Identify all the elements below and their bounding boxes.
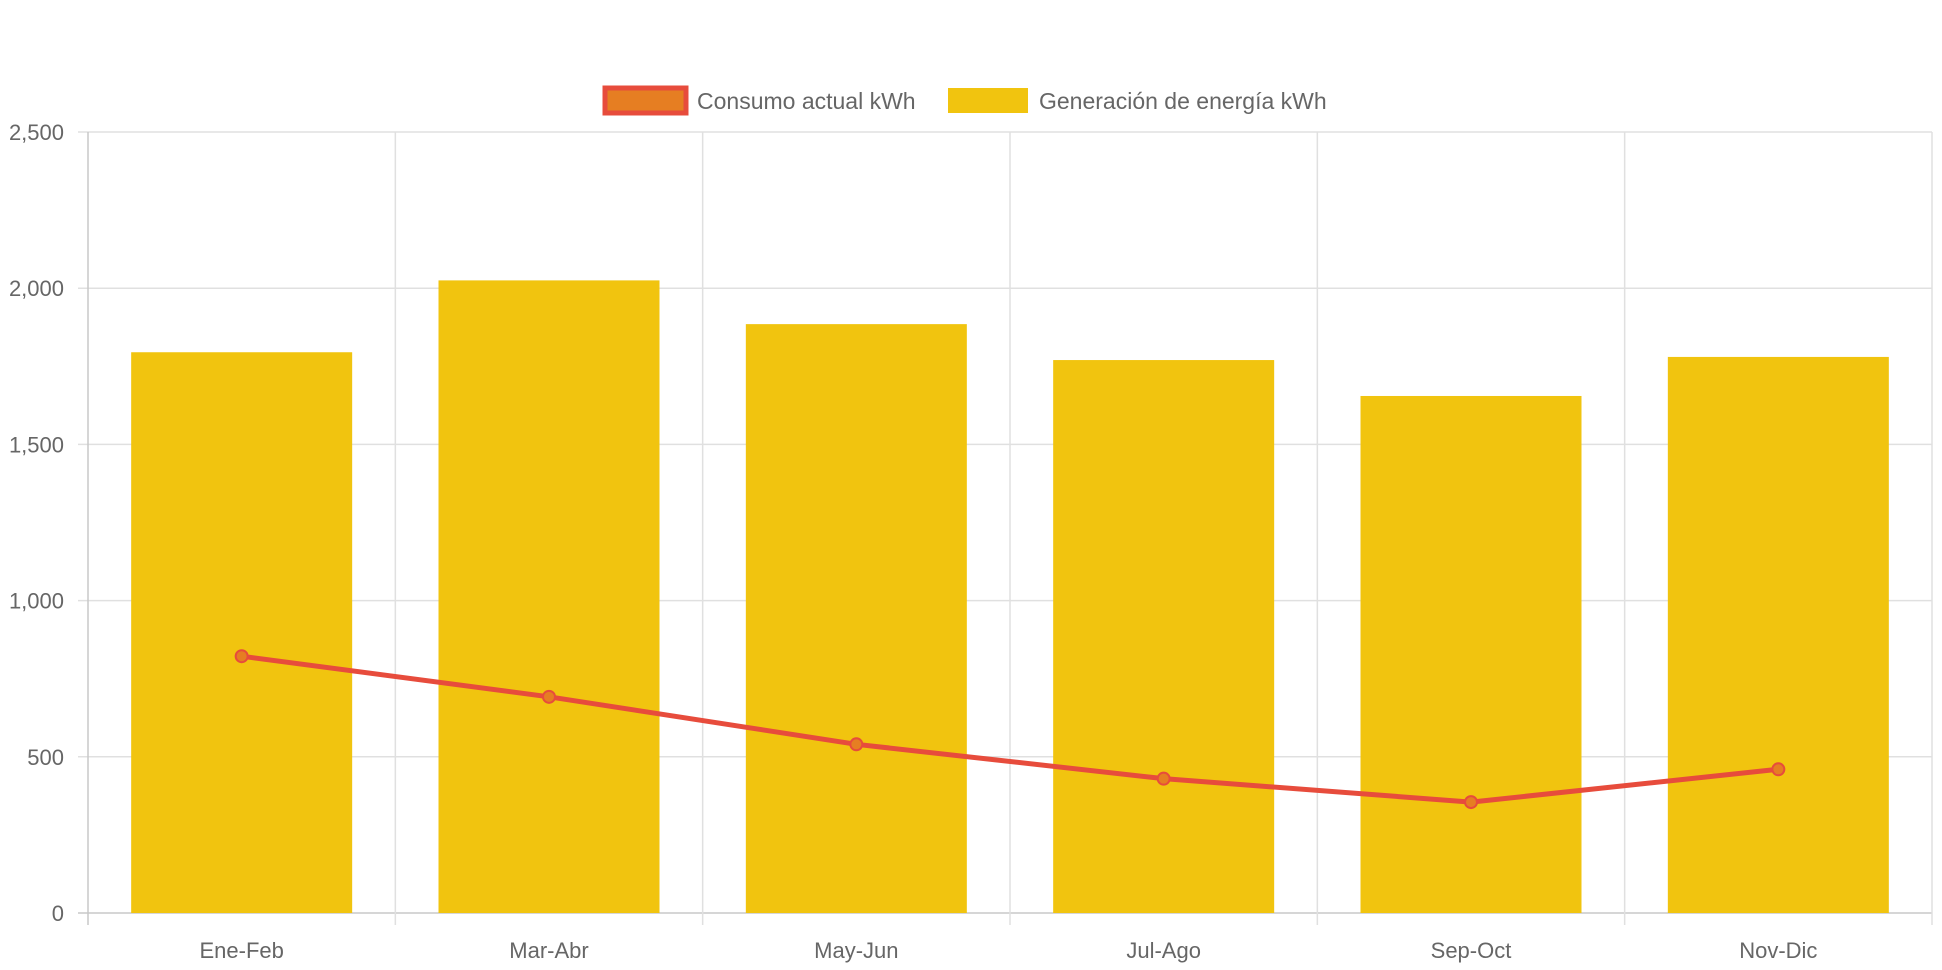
legend-label-generacion: Generación de energía kWh [1039, 88, 1327, 114]
bar-series [131, 280, 1889, 914]
axes: 0 500 1,000 1,500 2,000 2,500 Ene-Feb Mar-Abr Ma… [9, 120, 1818, 963]
bar-generacion-nov-dic[interactable] [1667, 356, 1889, 914]
legend-swatch-generacion [948, 88, 1028, 113]
line-consumo [241, 653, 1779, 805]
y-tick-label: 0 [52, 901, 64, 926]
bar-generacion-mar-abr[interactable] [438, 280, 660, 913]
y-tick-label: 500 [27, 745, 64, 770]
y-tick-label: 1,500 [9, 432, 64, 457]
y-tick-label: 1,000 [9, 589, 64, 614]
legend-label-consumo: Consumo actual kWh [697, 88, 916, 114]
x-tick-label: Nov-Dic [1739, 938, 1817, 963]
point-consumo-jul-ago[interactable] [1156, 771, 1171, 786]
point-consumo-ene-feb[interactable] [234, 649, 249, 664]
point-consumo-mar-abr[interactable] [542, 689, 556, 704]
legend-item-consumo[interactable]: Consumo actual kWh [602, 85, 916, 116]
x-tick-label: Mar-Abr [509, 938, 588, 963]
y-tick-label: 2,500 [9, 120, 64, 145]
point-consumo-nov-dic[interactable] [1771, 762, 1786, 777]
grid-lines [78, 131, 1933, 925]
point-consumo-may-jun[interactable] [849, 737, 864, 752]
x-tick-label: Sep-Oct [1431, 938, 1512, 963]
bar-generacion-sep-oct[interactable] [1360, 395, 1582, 913]
y-tick-label: 2,000 [9, 276, 64, 301]
bar-generacion-jul-ago[interactable] [1053, 360, 1275, 913]
bar-generacion-may-jun[interactable] [745, 324, 967, 914]
x-tick-label: Jul-Ago [1126, 938, 1201, 963]
legend: Consumo actual kWh Generación de energía… [602, 85, 1327, 116]
point-consumo-sep-oct[interactable] [1464, 795, 1478, 810]
line-series [234, 649, 1786, 810]
bar-generacion-ene-feb[interactable] [131, 352, 353, 913]
x-tick-label: May-Jun [814, 938, 898, 963]
legend-item-generacion[interactable]: Generación de energía kWh [948, 88, 1327, 114]
x-tick-label: Ene-Feb [199, 938, 283, 963]
legend-swatch-consumo [602, 85, 689, 116]
